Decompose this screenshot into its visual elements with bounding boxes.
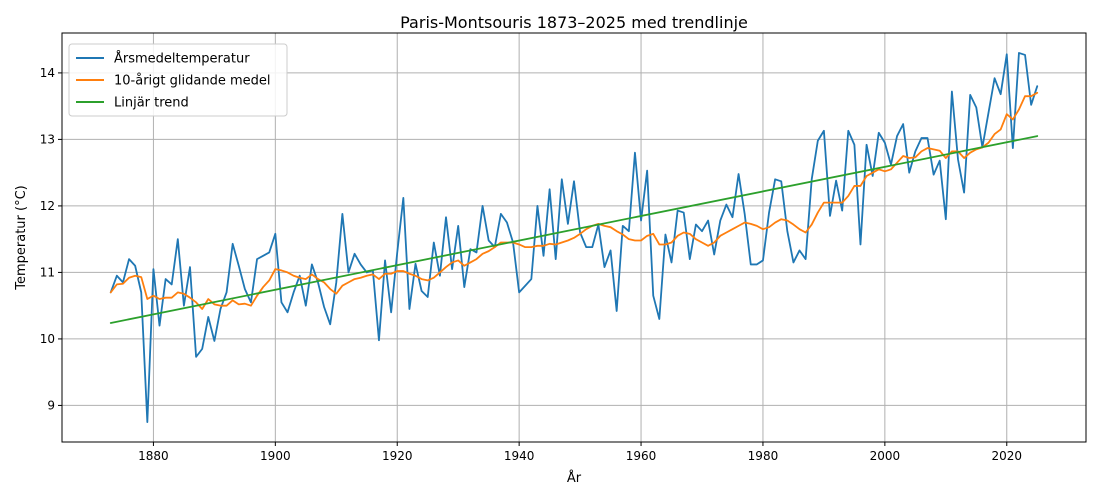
series-arsmedeltemperatur <box>109 52 1039 423</box>
x-tick-label-1900: 1900 <box>260 449 291 463</box>
y-tick-label-12: 12 <box>40 199 55 213</box>
legend: Årsmedeltemperatur 10-årigt glidande med… <box>68 43 288 117</box>
axis-ticks: 1880 1900 1920 1940 1960 1980 2000 2020 9 10 11 12 1… <box>40 66 1022 463</box>
y-tick-label-11: 11 <box>40 265 55 279</box>
y-tick-label-14: 14 <box>40 66 55 80</box>
x-tick-label-1960: 1960 <box>626 449 657 463</box>
y-axis-label: Temperatur (°C) <box>14 185 29 291</box>
y-tick-label-9: 9 <box>47 398 55 412</box>
plot-lines <box>109 52 1039 423</box>
chart-title: Paris-Montsouris 1873–2025 med trendlinj… <box>400 13 748 32</box>
x-axis-label: År <box>567 470 582 486</box>
x-tick-label-1920: 1920 <box>382 449 413 463</box>
y-tick-label-10: 10 <box>40 332 55 346</box>
x-tick-label-1880: 1880 <box>138 449 169 463</box>
series-linjar-trend <box>109 135 1039 324</box>
x-tick-label-1940: 1940 <box>504 449 535 463</box>
plot-frame <box>61 32 1087 443</box>
legend-label-arsmedel: Årsmedeltemperatur <box>114 51 250 67</box>
series-glidande-medel <box>109 91 1039 310</box>
legend-label-linjar-trend: Linjär trend <box>114 96 189 111</box>
legend-label-glidande-medel: 10-årigt glidande medel <box>114 74 270 89</box>
x-tick-label-2020: 2020 <box>991 449 1022 463</box>
x-tick-label-2000: 2000 <box>870 449 901 463</box>
x-tick-label-1980: 1980 <box>748 449 779 463</box>
y-tick-label-13: 13 <box>40 132 55 146</box>
legend-box <box>68 43 288 117</box>
